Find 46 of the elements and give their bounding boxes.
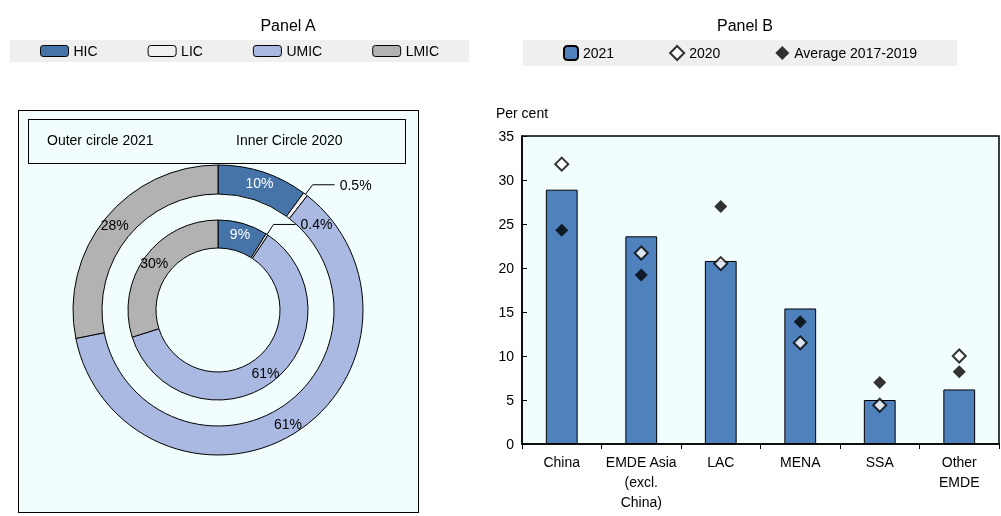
chart-title: Panel A [260,16,316,34]
point [634,268,648,282]
data-label: 0.4% [300,216,333,233]
legend-label: HIC [73,43,98,59]
data-label: 9% [229,226,251,243]
y-tick-label: 5 [506,392,515,408]
point [792,335,808,351]
legend-label: 2021 [583,45,615,61]
data-label: 0.5% [339,176,372,193]
y-tick-label: 15 [498,304,515,320]
data-label: 61% [274,415,303,432]
y-tick-label: 25 [498,216,515,232]
x-tick-label: MENA [780,454,822,470]
legend-label: Average 2017-2019 [794,45,918,61]
y-tick-label: 30 [498,172,515,188]
legend-label: UMIC [286,43,323,59]
x-tick-label: LAC [707,454,735,470]
text: Outer circle 2021 [47,132,154,148]
data-label: 30% [140,255,169,272]
y-axis-title: Per cent [495,105,549,121]
legend-label: 2020 [689,45,721,61]
y-tick-label: 10 [498,348,515,364]
legend-label: LMIC [405,43,440,59]
point [793,315,807,329]
point [555,223,569,237]
text: Inner Circle 2020 [236,132,343,148]
legend-label: LIC [181,43,203,59]
x-tick-label: EMDE Asia (excl. China) [605,454,677,510]
point [713,256,729,272]
data-label: 10% [245,175,274,192]
x-tick-label: Other EMDE [939,454,980,490]
chart-title: Panel B [716,16,774,34]
x-tick-label: SSA [865,454,895,470]
point [952,365,966,379]
point [633,245,649,261]
point [554,156,570,172]
data-label: 28% [100,217,129,234]
point [873,375,887,389]
y-tick-label: 0 [506,436,515,452]
point [951,348,967,364]
y-tick-label: 20 [498,260,515,276]
y-tick-label: 35 [498,128,515,144]
data-label: 61% [251,365,280,382]
point [714,199,728,213]
point [872,397,888,413]
x-tick-label: China [543,454,581,470]
